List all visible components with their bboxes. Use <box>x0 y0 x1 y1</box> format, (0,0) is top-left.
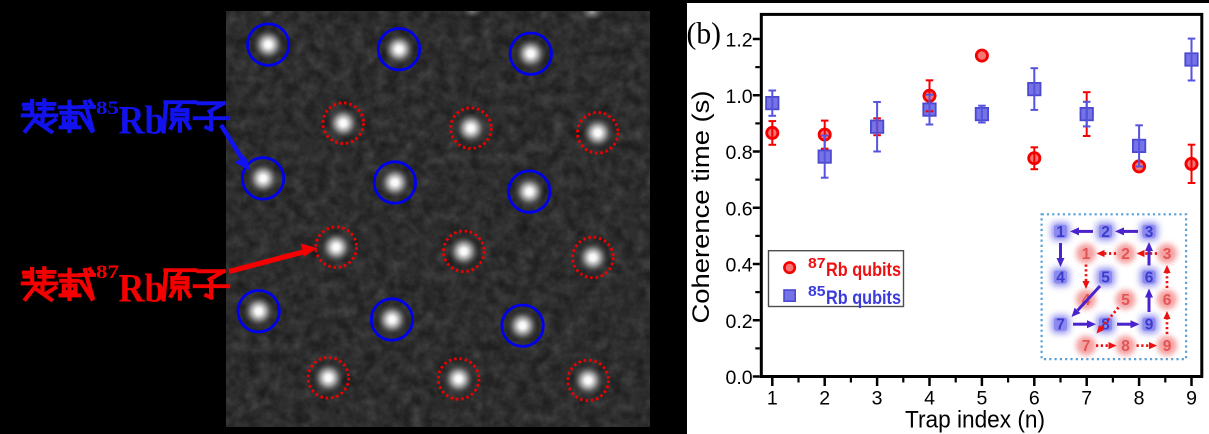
svg-text:5: 5 <box>1101 270 1110 287</box>
svg-text:7: 7 <box>1081 388 1092 410</box>
svg-text:Trap index (n): Trap index (n) <box>905 407 1045 434</box>
svg-text:9: 9 <box>1145 317 1154 334</box>
svg-text:0.4: 0.4 <box>725 255 752 277</box>
svg-text:1.0: 1.0 <box>725 86 752 108</box>
svg-text:3: 3 <box>1163 246 1172 263</box>
svg-text:0.0: 0.0 <box>725 367 752 389</box>
svg-text:2: 2 <box>819 388 830 410</box>
svg-text:Rb qubits: Rb qubits <box>826 259 901 281</box>
svg-text:3: 3 <box>1145 224 1154 241</box>
svg-text:2: 2 <box>1121 246 1130 263</box>
svg-text:6: 6 <box>1029 388 1040 410</box>
svg-text:8: 8 <box>1134 388 1145 410</box>
svg-text:Rb: Rb <box>119 266 165 311</box>
svg-text:1: 1 <box>767 388 778 410</box>
svg-text:85: 85 <box>808 283 826 300</box>
svg-text:7: 7 <box>1056 317 1065 334</box>
svg-text:0.8: 0.8 <box>725 142 752 164</box>
svg-text:0.2: 0.2 <box>725 311 752 333</box>
svg-text:6: 6 <box>1163 292 1172 309</box>
svg-text:5: 5 <box>976 388 987 410</box>
svg-text:7: 7 <box>1082 338 1091 355</box>
svg-text:(b): (b) <box>687 16 722 51</box>
svg-text:1: 1 <box>1082 246 1091 263</box>
svg-text:8: 8 <box>1121 338 1130 355</box>
svg-text:85: 85 <box>96 98 119 119</box>
svg-text:87: 87 <box>96 262 120 283</box>
svg-text:Rb qubits: Rb qubits <box>826 287 901 309</box>
svg-text:8: 8 <box>1101 317 1110 334</box>
svg-text:1: 1 <box>1056 224 1065 241</box>
svg-text:4: 4 <box>1056 270 1065 287</box>
svg-text:3: 3 <box>872 388 883 410</box>
svg-text:9: 9 <box>1186 388 1197 410</box>
svg-text:9: 9 <box>1163 338 1172 355</box>
svg-text:1.2: 1.2 <box>725 30 752 52</box>
svg-text:6: 6 <box>1145 270 1154 287</box>
svg-text:87: 87 <box>808 255 826 272</box>
svg-text:Rb: Rb <box>119 98 165 143</box>
svg-text:Coherence time (s): Coherence time (s) <box>688 91 715 324</box>
svg-text:5: 5 <box>1121 292 1130 309</box>
svg-text:2: 2 <box>1101 224 1110 241</box>
svg-text:4: 4 <box>924 388 935 410</box>
svg-text:0.6: 0.6 <box>725 198 752 220</box>
